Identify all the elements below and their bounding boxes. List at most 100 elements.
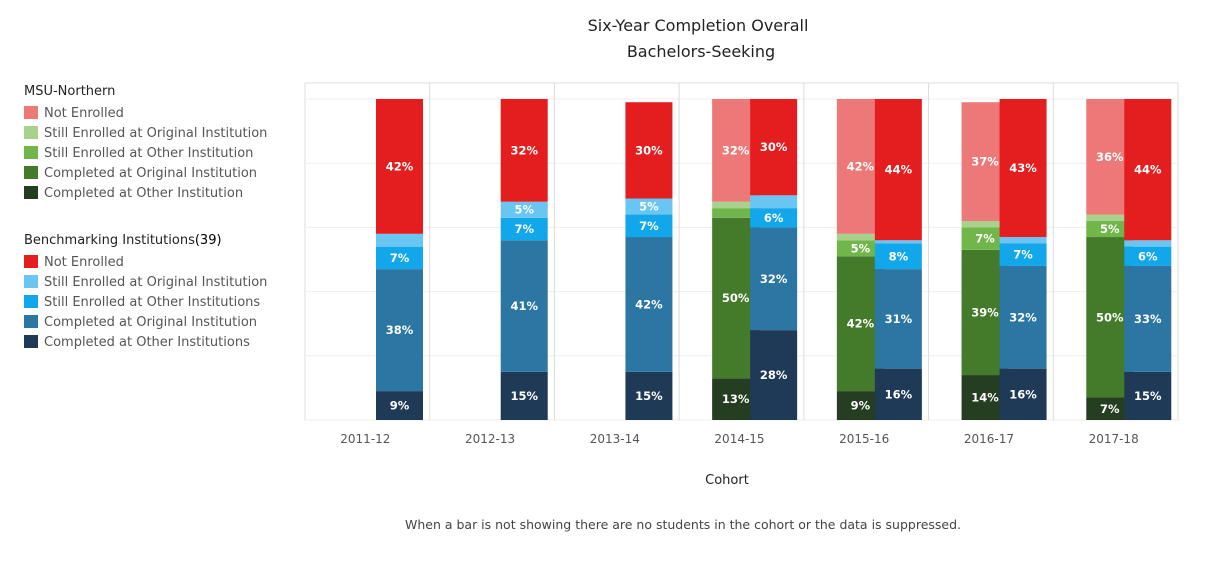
legend-swatch	[24, 275, 38, 288]
legend-label[interactable]: Completed at Original Institution	[44, 315, 257, 330]
legend-label[interactable]: Not Enrolled	[44, 255, 124, 270]
bar-value-label: 31%	[885, 312, 913, 326]
legend-label[interactable]: Completed at Other Institution	[44, 186, 243, 201]
legend-swatch	[24, 126, 38, 139]
bar-value-label: 7%	[975, 232, 995, 246]
footnote: When a bar is not showing there are no s…	[405, 517, 961, 532]
bar-segment[interactable]: 2016-17 – Benchmarking Institutions: Com…	[999, 265, 1047, 369]
bar-value-label: 6%	[764, 211, 784, 225]
bar-value-label: 44%	[885, 163, 913, 177]
bar-segment[interactable]: 2015-16 – Benchmarking Institutions: Sti…	[874, 243, 922, 270]
x-ticks: 2011-12 2012-13 2013-14 2014-15 2015-16 2016-…	[340, 432, 1138, 446]
x-tick-label: 2011-12	[340, 432, 390, 446]
legend-swatch	[24, 255, 38, 268]
legend-swatch	[24, 315, 38, 328]
legend-label[interactable]: Still Enrolled at Other Institution	[44, 146, 253, 161]
bar-value-label: 16%	[1009, 387, 1037, 401]
bar-segment[interactable]: 2014-15 – Benchmarking Institutions: Com…	[750, 227, 798, 331]
bars: 2014-15 – MSU-Northern: Completed at Oth…	[376, 99, 1172, 420]
bar-segment[interactable]: 2016-17 – Benchmarking Institutions: Sti…	[999, 237, 1047, 244]
bar-segment[interactable]: 2015-16 – Benchmarking Institutions: Com…	[874, 269, 922, 369]
bar-segment[interactable]: 2012-13 – Benchmarking Institutions: Com…	[500, 240, 548, 372]
bar-value-label: 9%	[851, 399, 871, 413]
bar-segment[interactable]: 2013-14 – Benchmarking Institutions: Com…	[625, 371, 673, 420]
bar-value-label: 36%	[1096, 150, 1124, 164]
bar-segment[interactable]: 2014-15 – MSU-Northern: Still Enrolled a…	[712, 201, 760, 209]
bar-segment[interactable]: 2013-14 – Benchmarking Institutions: Sti…	[625, 214, 673, 238]
chart-title: Six-Year Completion Overall	[588, 16, 809, 35]
bar-segment[interactable]: 2017-18 – Benchmarking Institutions: Com…	[1124, 265, 1172, 372]
bar-segment[interactable]: 2017-18 – Benchmarking Institutions: Sti…	[1124, 246, 1172, 266]
bar-segment[interactable]: 2014-15 – Benchmarking Institutions: Sti…	[750, 195, 798, 209]
legend-swatch	[24, 335, 38, 348]
bar-segment[interactable]: 2015-16 – Benchmarking Institutions: Not…	[874, 99, 922, 241]
bar-segment[interactable]: 2017-18 – Benchmarking Institutions: Sti…	[1124, 240, 1172, 247]
bar-segment[interactable]: 2013-14 – Benchmarking Institutions: Sti…	[625, 198, 673, 215]
bar-segment[interactable]: 2014-15 – Benchmarking Institutions: Sti…	[750, 208, 798, 228]
bar-value-label: 15%	[635, 389, 663, 403]
bar-segment[interactable]: 2016-17 – Benchmarking Institutions: Not…	[999, 99, 1047, 238]
bar-segment[interactable]: 2016-17 – Benchmarking Institutions: Sti…	[999, 243, 1047, 266]
bar-value-label: 5%	[514, 203, 534, 217]
legend-label[interactable]: Completed at Original Institution	[44, 166, 257, 181]
bar-value-label: 32%	[1009, 310, 1037, 324]
bar-segment[interactable]: 2014-15 – Benchmarking Institutions: Not…	[750, 99, 798, 196]
bar-segment[interactable]: 2011-12 – Benchmarking Institutions: Not…	[376, 99, 423, 234]
legend-swatch	[24, 186, 38, 199]
bar-value-label: 42%	[847, 317, 875, 331]
bar-value-label: 6%	[1138, 249, 1158, 263]
bar-segment[interactable]: 2011-12 – Benchmarking Institutions: Com…	[376, 269, 423, 392]
bar-value-label: 30%	[760, 140, 788, 154]
legend-group-title: MSU-Northern	[24, 84, 115, 99]
bar-value-label: 28%	[760, 368, 788, 382]
x-axis-title: Cohort	[705, 473, 749, 488]
legend-swatch	[24, 295, 38, 308]
bar-segment[interactable]: 2014-15 – MSU-Northern: Still Enrolled a…	[712, 208, 760, 218]
bar-segment[interactable]: 2013-14 – Benchmarking Institutions: Not…	[625, 102, 673, 199]
legend-label[interactable]: Completed at Other Institutions	[44, 335, 250, 350]
bar-value-label: 32%	[510, 143, 538, 157]
bar-segment[interactable]: 2017-18 – MSU-Northern: Still Enrolled a…	[1086, 220, 1134, 238]
bar-segment[interactable]: 2011-12 – Benchmarking Institutions: Sti…	[376, 246, 423, 270]
legend-swatch	[24, 146, 38, 159]
bar-value-label: 7%	[1100, 402, 1120, 416]
bar-value-label: 41%	[510, 299, 538, 313]
x-tick-label: 2017-18	[1089, 432, 1139, 446]
bar-segment[interactable]: 2012-13 – Benchmarking Institutions: Not…	[500, 99, 548, 202]
bar-value-label: 50%	[1096, 310, 1124, 324]
bar-segment[interactable]: 2011-12 – Benchmarking Institutions: Sti…	[376, 233, 423, 247]
bar-segment[interactable]: 2012-13 – Benchmarking Institutions: Sti…	[500, 201, 548, 218]
legend-label[interactable]: Still Enrolled at Other Institutions	[44, 295, 260, 310]
x-tick-label: 2016-17	[964, 432, 1014, 446]
bar-value-label: 15%	[1134, 389, 1162, 403]
legend-swatch	[24, 106, 38, 119]
bar-value-label: 37%	[971, 155, 999, 169]
bar-segment[interactable]: 2012-13 – Benchmarking Institutions: Sti…	[500, 217, 548, 241]
bar-value-label: 43%	[1009, 161, 1037, 175]
bar-segment[interactable]: 2017-18 – MSU-Northern: Still Enrolled a…	[1086, 214, 1134, 221]
bar-segment[interactable]: 2011-12 – Benchmarking Institutions: Com…	[376, 391, 423, 420]
bar-segment[interactable]: 2017-18 – Benchmarking Institutions: Com…	[1124, 371, 1172, 420]
bar-segment[interactable]: 2017-18 – Benchmarking Institutions: Not…	[1124, 99, 1172, 241]
bar-value-label: 38%	[386, 323, 414, 337]
bar-value-label: 9%	[390, 399, 410, 413]
bar-segment[interactable]: 2014-15 – Benchmarking Institutions: Com…	[750, 330, 798, 420]
bar-segment[interactable]: 2015-16 – MSU-Northern: Still Enrolled a…	[836, 240, 884, 257]
bar-value-label: 14%	[971, 391, 999, 405]
bar-value-label: 16%	[885, 387, 913, 401]
bar-segment[interactable]: 2015-16 – MSU-Northern: Still Enrolled a…	[836, 233, 884, 241]
chart-subtitle: Bachelors-Seeking	[627, 42, 775, 61]
bar-segment[interactable]: 2016-17 – MSU-Northern: Still Enrolled a…	[961, 220, 1009, 228]
bar-segment[interactable]: 2016-17 – Benchmarking Institutions: Com…	[999, 368, 1047, 420]
legend-label[interactable]: Still Enrolled at Original Institution	[44, 275, 267, 290]
bar-segment[interactable]: 2017-18 – MSU-Northern: Completed at Oth…	[1086, 397, 1134, 420]
bar-segment[interactable]: 2012-13 – Benchmarking Institutions: Com…	[500, 371, 548, 420]
bar-segment[interactable]: 2013-14 – Benchmarking Institutions: Com…	[625, 237, 673, 372]
legend-label[interactable]: Still Enrolled at Original Institution	[44, 126, 267, 141]
bar-segment[interactable]: 2016-17 – MSU-Northern: Still Enrolled a…	[961, 227, 1009, 250]
bar-segment[interactable]: 2015-16 – Benchmarking Institutions: Sti…	[874, 240, 922, 244]
bar-segment[interactable]: 2015-16 – Benchmarking Institutions: Com…	[874, 368, 922, 420]
legend-label[interactable]: Not Enrolled	[44, 106, 124, 121]
bar-value-label: 32%	[722, 143, 750, 157]
bar-value-label: 44%	[1134, 163, 1162, 177]
